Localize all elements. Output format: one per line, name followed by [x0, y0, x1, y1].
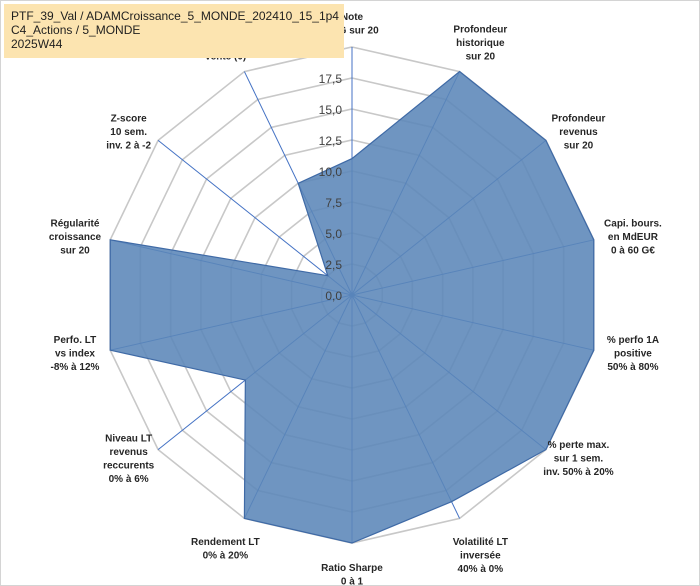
category-label-line: sur 20: [564, 140, 594, 151]
category-label-line: sur 20: [60, 245, 90, 256]
category-label-line: -8% à 12%: [51, 362, 100, 373]
tick-label: 7,5: [325, 196, 342, 210]
category-label-line: Ratio Sharpe: [321, 563, 383, 574]
category-label-line: inv. 2 à -2: [106, 140, 151, 151]
category-label: % perfo 1A positive 50% à 80%: [607, 335, 659, 373]
category-label: Profondeur revenus sur 20: [552, 113, 606, 151]
header-line-week: 2025W44: [11, 37, 63, 51]
header-line-category: C4_Actions / 5_MONDE: [11, 23, 141, 37]
category-label-line: Profondeur: [453, 24, 507, 35]
category-label-line: 0% à 20%: [203, 551, 249, 562]
category-label-line: historique: [456, 38, 505, 49]
category-label-line: 0 à 1: [341, 577, 364, 586]
category-label: Niveau LT revenus reccurents 0% à 6%: [103, 433, 155, 485]
category-label: Capi. bours. en MdEUR 0 à 60 G€: [604, 218, 662, 256]
category-label-line: Niveau LT: [105, 433, 152, 444]
category-label-line: ESG sur 20: [325, 26, 379, 37]
category-label-line: revenus: [559, 127, 598, 138]
category-label-line: en MdEUR: [608, 232, 659, 243]
category-label-line: 0% à 6%: [109, 474, 149, 485]
category-label: Note ESG sur 20: [325, 12, 379, 37]
header-line-portfolio: PTF_39_Val / ADAMCroissance_5_MONDE_2024…: [11, 9, 339, 23]
category-label-line: Volatilité LT: [453, 537, 508, 548]
category-label-line: inversée: [460, 551, 501, 562]
category-label-line: positive: [614, 349, 652, 360]
chart-header: PTF_39_Val / ADAMCroissance_5_MONDE_2024…: [4, 4, 344, 58]
category-label-line: Régularité: [51, 218, 100, 229]
category-labels: Note ESG sur 20 Profondeur historique sur 20…: [49, 12, 662, 586]
category-label: % perte max. sur 1 sem. inv. 50% à 20%: [543, 440, 614, 478]
category-label-line: reccurents: [103, 460, 155, 471]
category-label-line: % perte max.: [548, 440, 610, 451]
category-label-line: revenus: [109, 447, 148, 458]
category-label-line: croissance: [49, 232, 102, 243]
category-label-line: Rendement LT: [191, 537, 260, 548]
category-label-line: Perfo. LT: [54, 335, 97, 346]
category-label: Rendement LT 0% à 20%: [191, 537, 260, 562]
category-label-line: 50% à 80%: [607, 362, 658, 373]
category-label-line: Note: [341, 12, 364, 23]
category-label-line: 10 sem.: [110, 127, 147, 138]
category-label: Perfo. LT vs index -8% à 12%: [51, 335, 100, 373]
radial-tick-labels: 0,02,55,07,510,012,515,017,520,0: [319, 41, 343, 303]
data-points: [110, 71, 594, 544]
category-label: Profondeur historique sur 20: [453, 24, 507, 62]
tick-label: 12,5: [319, 134, 343, 148]
category-label-line: 40% à 0%: [458, 564, 504, 575]
axis-spoke: [157, 139, 353, 296]
category-label-line: Profondeur: [552, 113, 606, 124]
category-label: Z-score 10 sem. inv. 2 à -2: [106, 113, 151, 151]
category-label-line: sur 20: [466, 51, 496, 62]
tick-label: 17,5: [319, 72, 343, 86]
category-label-line: sur 1 sem.: [554, 454, 604, 465]
tick-label: 5,0: [325, 227, 342, 241]
category-label-line: % perfo 1A: [607, 335, 659, 346]
category-label-line: inv. 50% à 20%: [543, 467, 614, 478]
tick-label: 0,0: [325, 289, 342, 303]
category-label: Régularité croissance sur 20: [49, 218, 102, 256]
category-label: Volatilité LT inversée 40% à 0%: [453, 537, 508, 575]
category-label-line: Z-score: [111, 113, 148, 124]
tick-label: 15,0: [319, 103, 343, 117]
category-label-line: Capi. bours.: [604, 218, 662, 229]
tick-label: 10,0: [319, 165, 343, 179]
category-label-line: 0 à 60 G€: [611, 245, 655, 256]
category-label-line: vs index: [55, 349, 95, 360]
tick-label: 2,5: [325, 258, 342, 272]
category-label: Ratio Sharpe 0 à 1: [321, 563, 383, 586]
